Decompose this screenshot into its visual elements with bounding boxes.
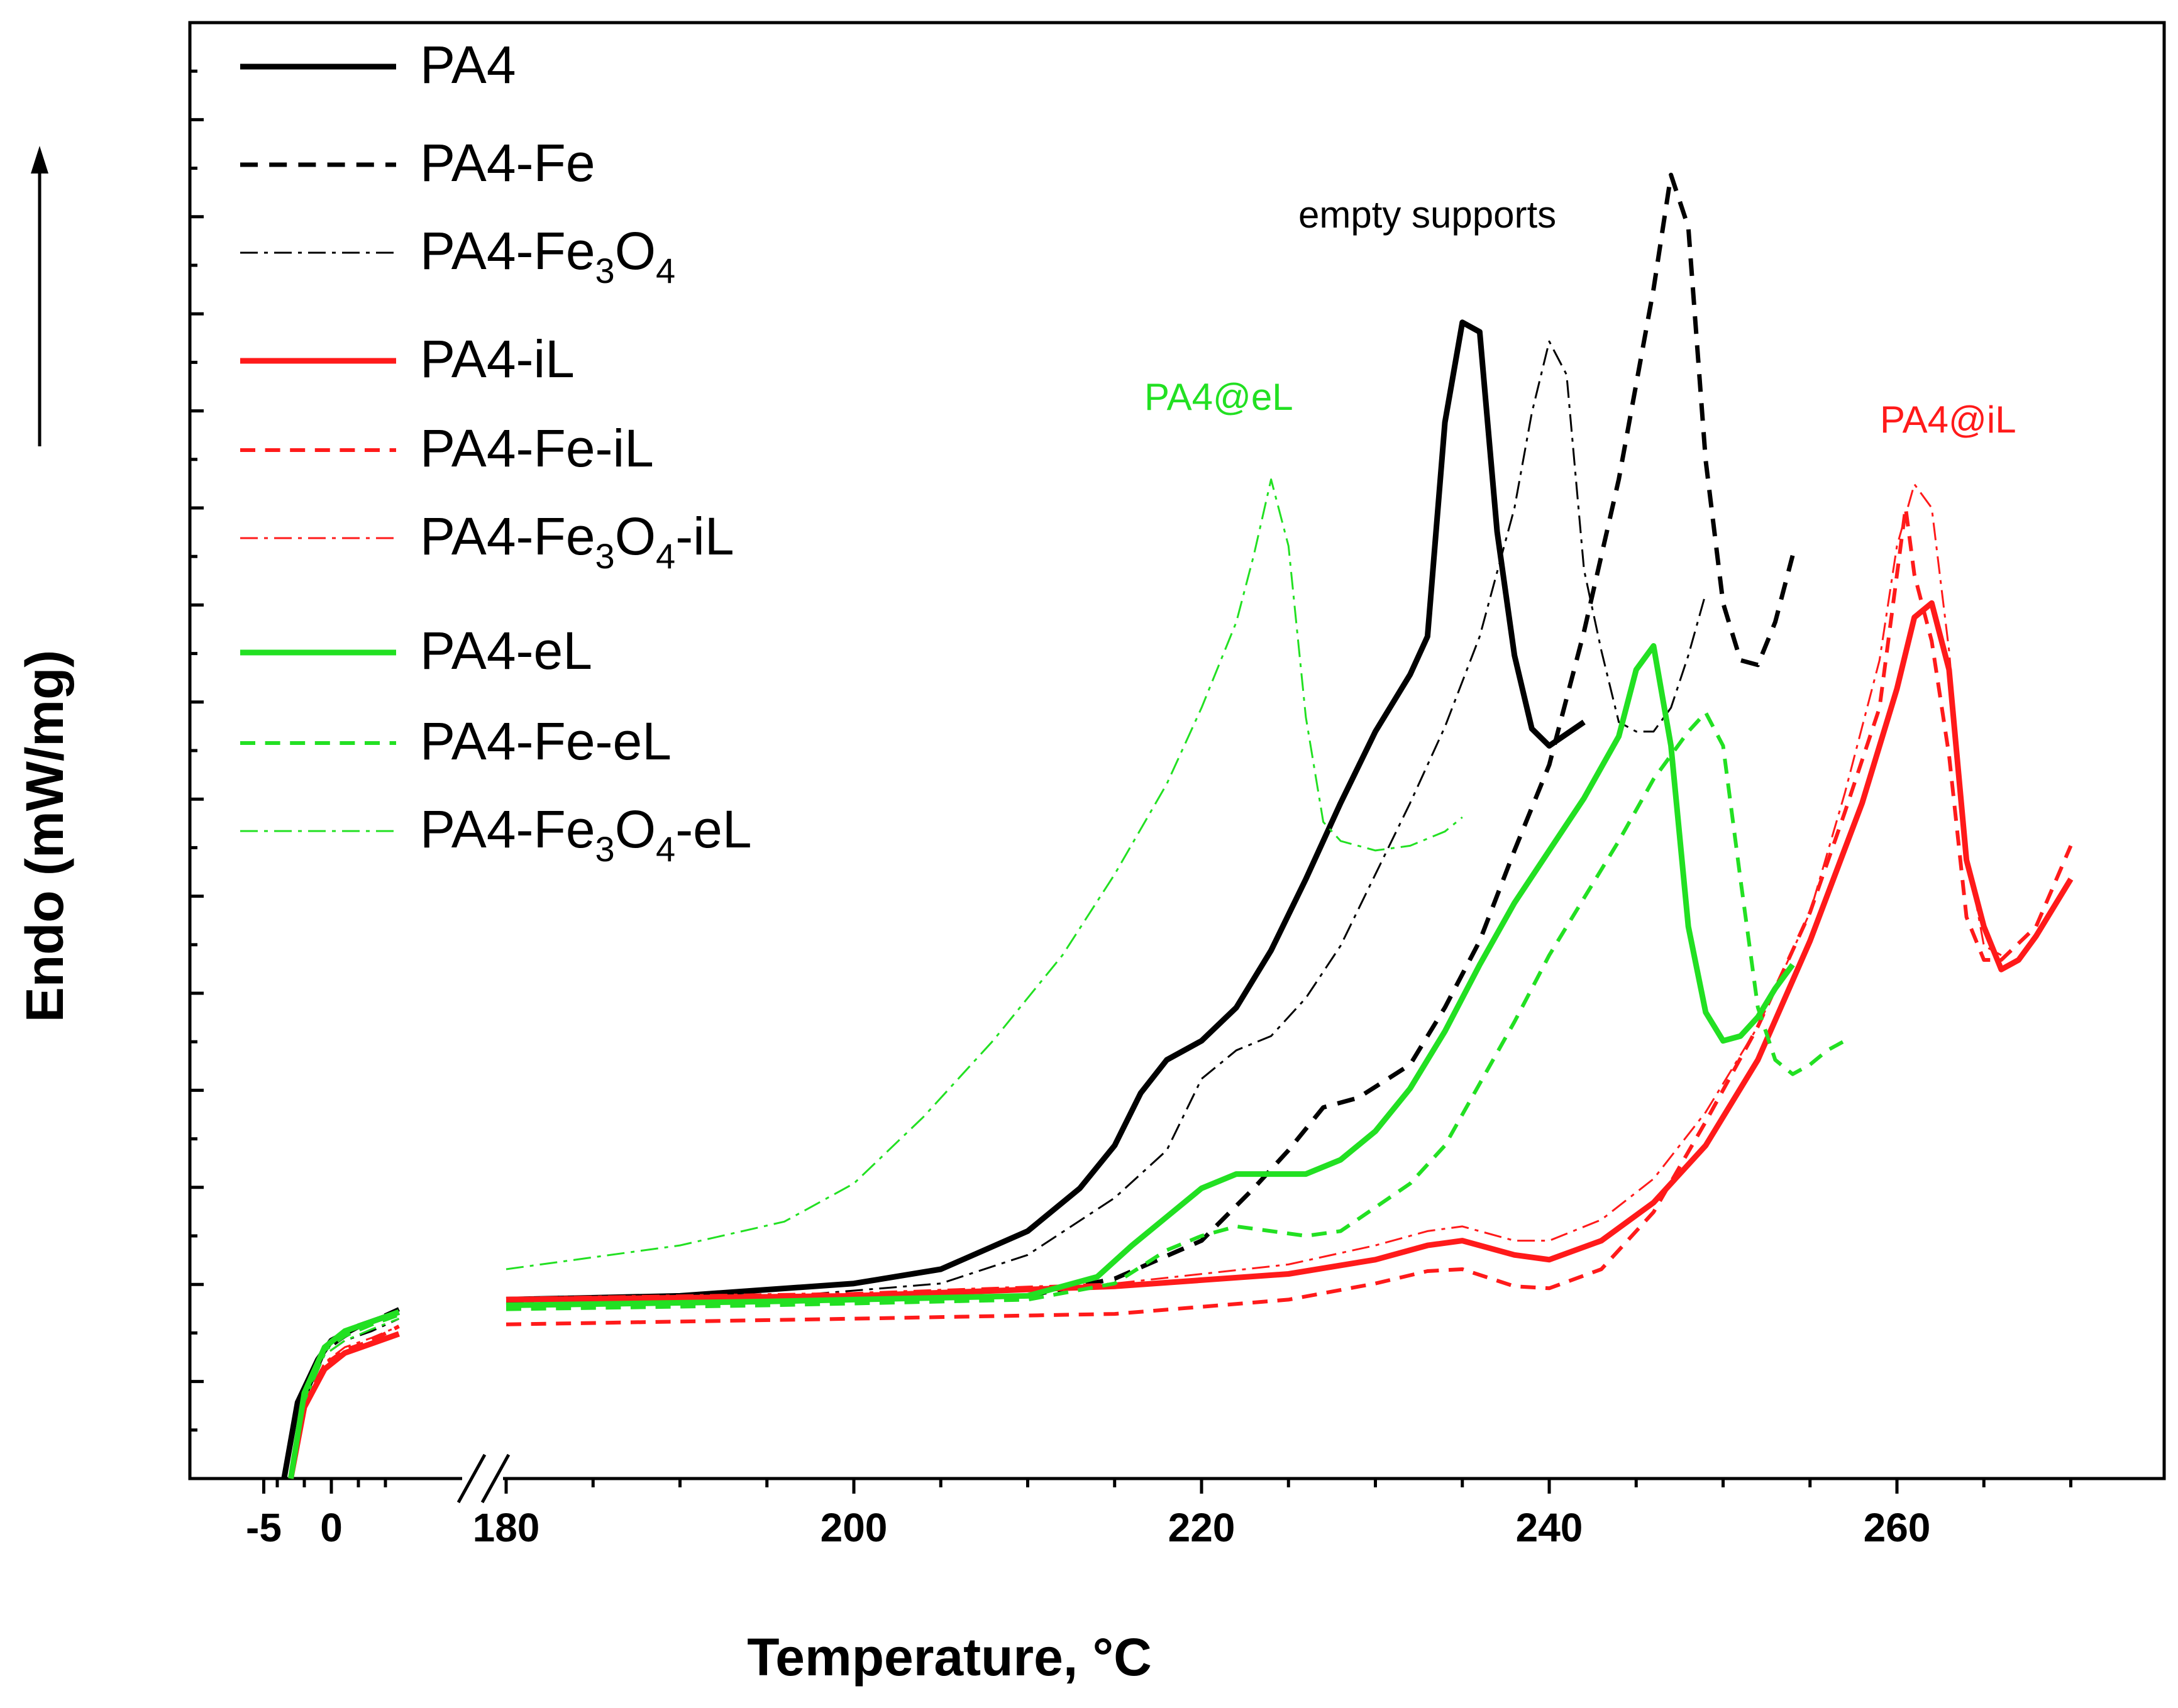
x-tick-label: 220 — [1168, 1505, 1235, 1550]
series-pa4-el-main — [506, 643, 1795, 1308]
x-tick-label: 200 — [821, 1505, 888, 1550]
legend-label-pa4-il: PA4-iL — [420, 329, 575, 388]
series-pa4-main — [506, 319, 1586, 1303]
legend-label-pa4: PA4 — [420, 35, 516, 94]
legend: PA4 PA4-Fe PA4-Fe3O4 PA4-iL PA4-Fe-iL PA4-Fe3… — [240, 35, 752, 869]
x-axis-title: Temperature, °C — [747, 1628, 1152, 1687]
x-tick-label: 180 — [473, 1505, 540, 1550]
legend-label-pa4-fe-el: PA4-Fe-eL — [420, 712, 672, 771]
legend-label-pa4-fe3o4-el: PA4-Fe3O4-eL — [420, 800, 752, 869]
series-pa4-fe-il-main — [506, 506, 2073, 1326]
series-pa4-el-pre — [288, 1309, 400, 1479]
legend-label-pa4-fe-il: PA4-Fe-iL — [420, 419, 654, 478]
series-pa4-il-main — [506, 600, 2074, 1303]
series-pa4-fe-el-main — [506, 710, 1846, 1311]
series-pa4-fe-main — [506, 172, 1795, 1308]
x-tick-label: 0 — [320, 1505, 343, 1550]
axis-break — [456, 1453, 511, 1504]
series-pa4-fe3o4-el-pre — [290, 1318, 400, 1479]
endo-up-arrow-icon — [31, 146, 48, 446]
series-pa4-fe3o4-il-pre — [290, 1325, 400, 1479]
series-pa4-fe3o4-il-main — [506, 483, 2002, 1299]
x-tick-label: 240 — [1516, 1505, 1583, 1550]
series-pa4-fe-il-pre — [289, 1325, 400, 1479]
y-axis-ticks — [190, 69, 204, 1480]
legend-label-pa4-fe: PA4-Fe — [420, 133, 595, 192]
x-tick-label: 260 — [1864, 1505, 1931, 1550]
y-axis-title: Endo (mW/mg) — [15, 650, 74, 1023]
series-pa4-fe3o4-el-main — [506, 478, 1463, 1270]
annotation-pa4-il: PA4@iL — [1880, 399, 2016, 441]
x-axis-ticks: -5 0 180 200 220 240 260 — [246, 1479, 2072, 1550]
legend-label-pa4-el: PA4-eL — [420, 621, 592, 680]
legend-label-pa4-fe3o4-il: PA4-Fe3O4-iL — [420, 507, 734, 576]
series-pa4-fe3o4-main — [506, 340, 1707, 1304]
legend-label-pa4-fe3o4: PA4-Fe3O4 — [420, 221, 675, 290]
annotation-empty-supports: empty supports — [1298, 194, 1556, 236]
curves — [281, 172, 2074, 1479]
annotation-pa4-el: PA4@eL — [1144, 376, 1293, 418]
series-pa4-il-pre — [288, 1331, 400, 1479]
x-tick-label: -5 — [246, 1505, 282, 1550]
